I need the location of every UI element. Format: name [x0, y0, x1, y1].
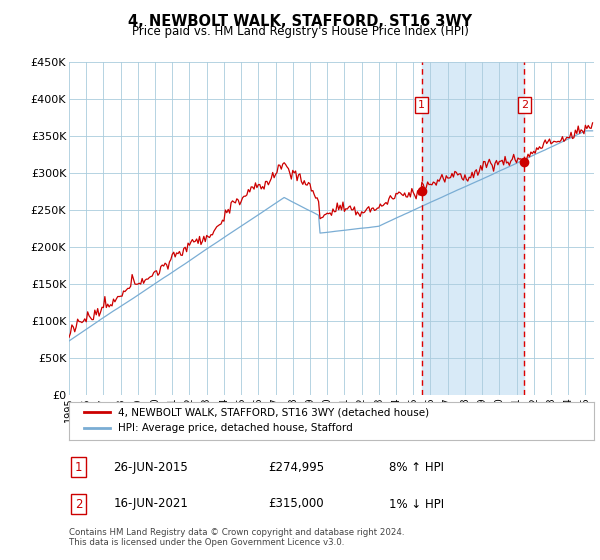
Text: 1: 1: [75, 461, 82, 474]
Text: 1: 1: [418, 100, 425, 110]
Text: Price paid vs. HM Land Registry's House Price Index (HPI): Price paid vs. HM Land Registry's House …: [131, 25, 469, 38]
Text: 4, NEWBOLT WALK, STAFFORD, ST16 3WY: 4, NEWBOLT WALK, STAFFORD, ST16 3WY: [128, 14, 472, 29]
Text: 1% ↓ HPI: 1% ↓ HPI: [389, 497, 445, 511]
Text: £274,995: £274,995: [269, 461, 325, 474]
Text: 2: 2: [521, 100, 528, 110]
Bar: [422, 62, 524, 395]
Text: 26-JUN-2015: 26-JUN-2015: [113, 461, 188, 474]
Text: £315,000: £315,000: [269, 497, 324, 511]
Text: 8% ↑ HPI: 8% ↑ HPI: [389, 461, 444, 474]
Text: Contains HM Land Registry data © Crown copyright and database right 2024.
This d: Contains HM Land Registry data © Crown c…: [69, 528, 404, 547]
Text: 16-JUN-2021: 16-JUN-2021: [113, 497, 188, 511]
Text: 2: 2: [75, 497, 82, 511]
Legend: 4, NEWBOLT WALK, STAFFORD, ST16 3WY (detached house), HPI: Average price, detach: 4, NEWBOLT WALK, STAFFORD, ST16 3WY (det…: [79, 404, 433, 437]
